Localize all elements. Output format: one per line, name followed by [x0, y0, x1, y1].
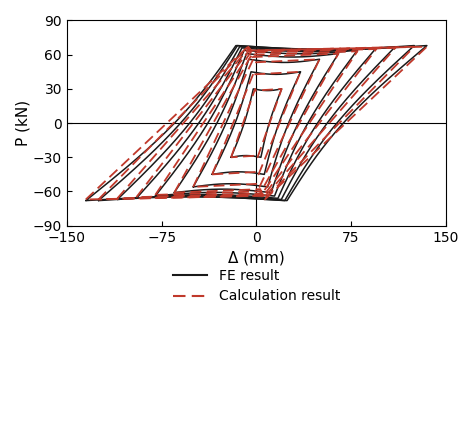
- X-axis label: Δ (mm): Δ (mm): [228, 250, 285, 265]
- Legend: FE result, Calculation result: FE result, Calculation result: [167, 263, 346, 309]
- Y-axis label: P (kN): P (kN): [15, 100, 30, 146]
